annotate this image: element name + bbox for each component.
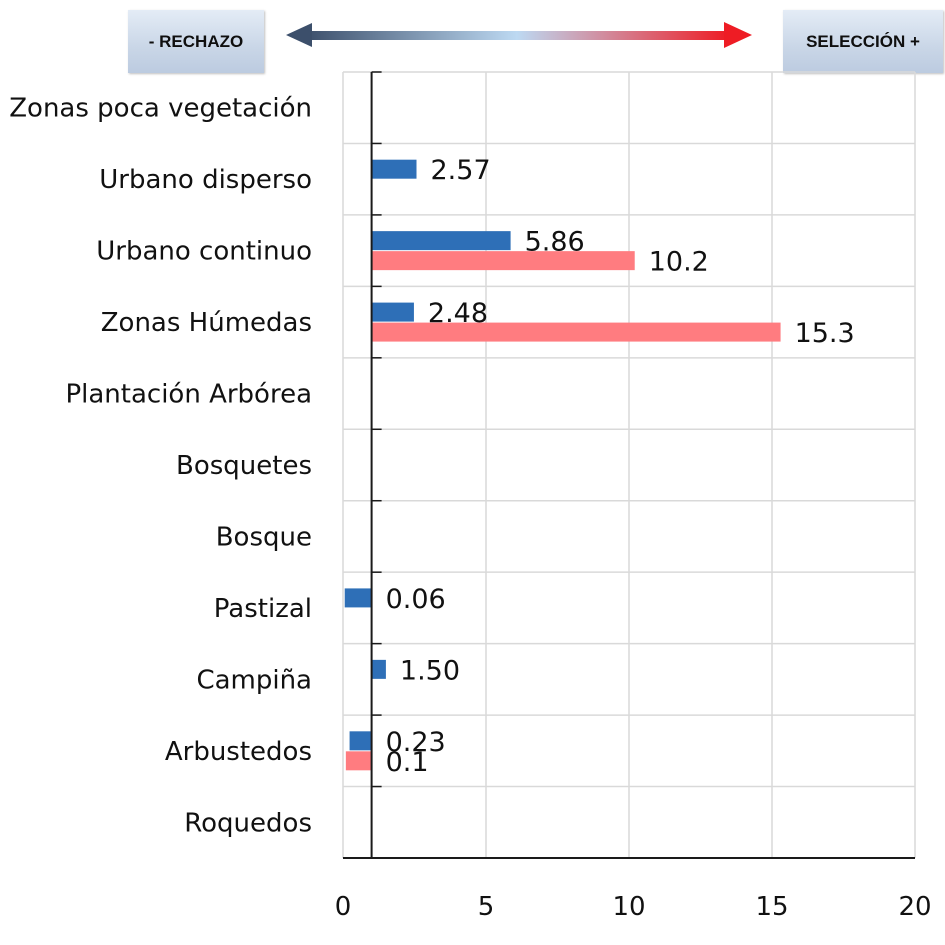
bar-s2-urbano-continuo	[371, 251, 635, 271]
seleccion-label: SELECCIÓN +	[783, 10, 943, 73]
data-label-s2-zonas-humedas: 15.3	[795, 318, 855, 349]
category-label-roquedos: Roquedos	[184, 808, 312, 838]
data-label-s2-urbano-continuo: 10.2	[649, 247, 709, 278]
bar-s1-urbano-continuo	[371, 231, 511, 251]
bar-s1-zonas-humedas	[371, 302, 414, 322]
category-label-zonas-humedas: Zonas Húmedas	[101, 308, 312, 338]
arrow-shaft	[305, 31, 729, 40]
category-label-urbano-disperso: Urbano disperso	[99, 165, 312, 195]
data-label-s2-arbustedos: 0.1	[386, 747, 429, 778]
data-label-s1-urbano-continuo: 5.86	[525, 227, 585, 258]
bar-s1-pastizal	[344, 588, 372, 608]
category-label-pastizal: Pastizal	[214, 594, 312, 624]
x-tick-label: 20	[898, 892, 931, 922]
arrow-head-right	[724, 22, 752, 48]
category-label-bosquetes: Bosquetes	[176, 451, 312, 481]
data-label-s1-campina: 1.50	[400, 655, 460, 686]
x-tick-label: 10	[612, 892, 645, 922]
category-label-zonas-poca-vegetacion: Zonas poca vegetación	[9, 94, 312, 124]
labels: 0 5 10 15 20 Zonas poca vegetación Urbano disp…	[9, 94, 931, 922]
x-tick-label: 5	[478, 892, 495, 922]
rechazo-text: - RECHAZO	[148, 31, 244, 51]
bar-s1-urbano-disperso	[371, 159, 417, 179]
data-label-s1-arbustedos: 0.23	[386, 727, 446, 758]
category-label-bosque: Bosque	[216, 522, 312, 552]
category-label-arbustedos: Arbustedos	[165, 737, 312, 767]
category-label-campina: Campiña	[196, 665, 312, 695]
bars	[344, 159, 781, 771]
bar-s2-zonas-humedas	[371, 322, 781, 342]
bar-s1-campina	[371, 659, 386, 679]
gridlines	[342, 71, 916, 859]
direction-arrow	[286, 22, 752, 48]
arrow-head-left	[286, 23, 312, 47]
seleccion-text: SELECCIÓN +	[806, 31, 920, 51]
axes	[343, 71, 915, 859]
data-label-s1-pastizal: 0.06	[386, 584, 446, 615]
bar-s2-arbustedos	[345, 751, 372, 771]
data-label-s1-zonas-humedas: 2.48	[428, 298, 488, 329]
bar-s1-arbustedos	[349, 731, 372, 751]
x-tick-label: 0	[335, 892, 352, 922]
rechazo-label: - RECHAZO	[128, 10, 264, 73]
category-label-urbano-continuo: Urbano continuo	[96, 237, 312, 267]
data-label-s1-urbano-disperso: 2.57	[431, 155, 491, 186]
x-tick-label: 15	[755, 892, 788, 922]
category-label-plantacion-arborea: Plantación Arbórea	[65, 380, 312, 410]
